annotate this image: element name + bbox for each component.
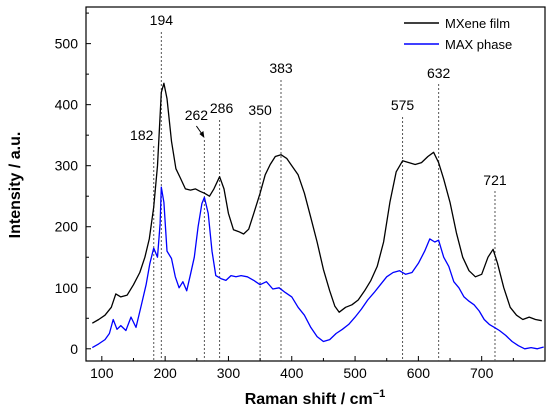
- legend: MXene film MAX phase: [404, 16, 512, 52]
- x-tick-label: 100: [90, 365, 114, 381]
- peak-label-262: 262: [185, 107, 209, 123]
- peak-arrow: [195, 125, 205, 138]
- y-tick-label: 500: [55, 36, 79, 52]
- peak-label-632: 632: [427, 65, 451, 81]
- legend-label-max: MAX phase: [445, 37, 512, 52]
- x-tick-label: 400: [280, 365, 304, 381]
- peak-arrow-head: [199, 131, 205, 138]
- y-tick-label: 100: [55, 280, 79, 296]
- x-tick-label: 600: [407, 365, 431, 381]
- series-lines: [91, 82, 544, 350]
- peak-labels: 182 194 262 286 350 383 575 632 721: [130, 12, 507, 188]
- x-tick-label: 300: [217, 365, 241, 381]
- x-axis-title-superscript: −1: [373, 388, 386, 400]
- x-tick-label: 200: [153, 365, 177, 381]
- x-axis-title: Raman shift / cm−1: [245, 388, 386, 408]
- axis-ticks: 100 200 300 400 500 600 700 0 100 200 300 400 500: [55, 12, 514, 381]
- peak-label-575: 575: [391, 97, 415, 113]
- series-line-max-phase: [91, 186, 544, 350]
- y-tick-label: 200: [55, 219, 79, 235]
- peak-label-182: 182: [130, 127, 154, 143]
- x-tick-label: 700: [470, 365, 494, 381]
- peak-label-194: 194: [150, 12, 174, 28]
- x-axis-title-text: Raman shift / cm: [245, 391, 373, 408]
- y-axis-title: Intensity / a.u.: [7, 132, 24, 239]
- series-line-mxene-film: [91, 82, 542, 324]
- y-tick-label: 300: [55, 158, 79, 174]
- legend-label-mxene: MXene film: [445, 16, 510, 31]
- x-tick-label: 500: [343, 365, 367, 381]
- peak-label-286: 286: [210, 100, 234, 116]
- peak-label-350: 350: [248, 102, 272, 118]
- peak-label-383: 383: [269, 60, 293, 76]
- y-tick-label: 0: [70, 341, 78, 357]
- peak-label-721: 721: [483, 172, 507, 188]
- plot-frame: [85, 6, 546, 362]
- y-tick-label: 400: [55, 97, 79, 113]
